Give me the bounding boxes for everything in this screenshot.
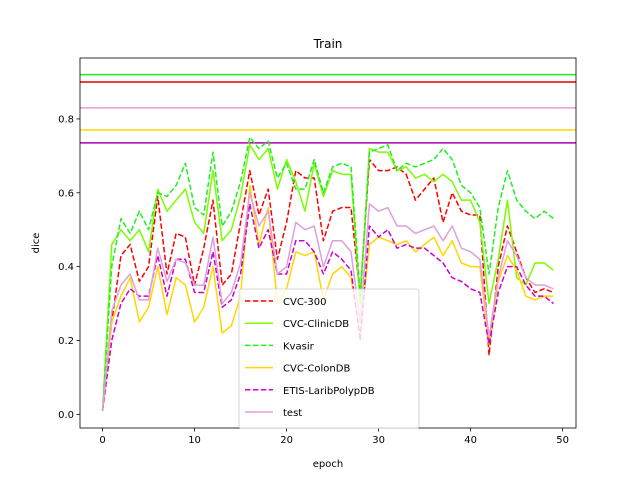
- x-tick-label: 20: [280, 435, 293, 446]
- series-line-cvc-colondb: [101, 184, 554, 411]
- y-tick-label: 0.4: [58, 262, 74, 273]
- series-line-kvasir: [101, 136, 554, 411]
- x-tick-label: 10: [188, 435, 201, 446]
- x-tick-label: 30: [372, 435, 385, 446]
- legend: CVC-300 CVC-ClinicDB Kvasir CVC-ColonDB ETIS…: [238, 288, 420, 429]
- y-tick-label: 0.8: [58, 114, 74, 125]
- y-tick-label: 0.6: [58, 188, 74, 199]
- legend-label-kvasir: Kvasir: [283, 341, 315, 352]
- x-tick-label: 40: [464, 435, 477, 446]
- y-tick-label: 0.2: [58, 336, 74, 347]
- y-axis-label: dice: [31, 233, 42, 254]
- legend-box: [238, 288, 420, 429]
- legend-label-test: test: [283, 408, 302, 419]
- legend-label-etis-laribpolypdb: ETIS-LaribPolypDB: [283, 386, 375, 397]
- series-line-test: [101, 192, 554, 411]
- legend-label-cvc-300: CVC-300: [283, 297, 327, 308]
- x-tick-label: 50: [556, 435, 569, 446]
- legend-label-cvc-clinicdb: CVC-ClinicDB: [283, 319, 349, 330]
- chart-title: Train: [313, 37, 343, 51]
- series-line-cvc-300: [101, 158, 554, 411]
- series-line-cvc-clinicdb: [101, 144, 554, 411]
- legend-label-cvc-colondb: CVC-ColonDB: [283, 364, 350, 375]
- x-axis-label: epoch: [313, 459, 343, 470]
- y-tick-label: 0.0: [58, 410, 74, 421]
- x-tick-label: 0: [99, 435, 105, 446]
